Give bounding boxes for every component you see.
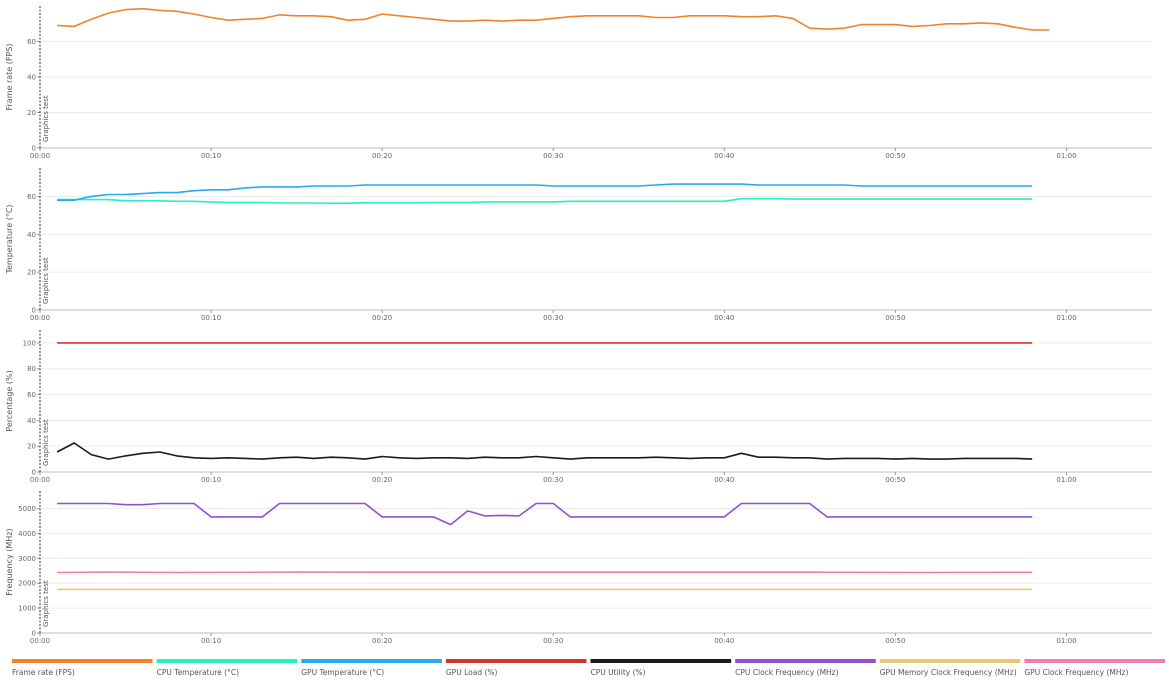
series-line-cpu-temperature-c xyxy=(57,199,1032,204)
legend-label: CPU Clock Frequency (MHz) xyxy=(735,668,838,677)
x-tick-label: 01:00 xyxy=(1056,314,1076,322)
y-tick-label: 1000 xyxy=(18,605,36,613)
legend-label: GPU Clock Frequency (MHz) xyxy=(1024,668,1128,677)
x-tick-label: 00:30 xyxy=(543,152,563,160)
legend-swatch[interactable] xyxy=(446,659,587,663)
series-line-cpu-utility xyxy=(57,443,1032,459)
y-tick-label: 20 xyxy=(27,109,36,117)
graphics-test-label: Graphics test xyxy=(42,580,50,627)
legend-label: GPU Load (%) xyxy=(446,668,498,677)
legend-label: GPU Temperature (°C) xyxy=(301,668,384,677)
x-tick-label: 00:00 xyxy=(30,152,50,160)
y-tick-label: 40 xyxy=(27,417,36,425)
x-tick-label: 00:10 xyxy=(201,314,221,322)
x-tick-label: 00:20 xyxy=(372,314,392,322)
x-tick-label: 00:50 xyxy=(885,637,905,645)
series-line-cpu-clock-frequency-mhz xyxy=(57,504,1032,525)
x-tick-label: 00:50 xyxy=(885,152,905,160)
y-tick-label: 80 xyxy=(27,365,36,373)
x-tick-label: 00:50 xyxy=(885,476,905,484)
x-tick-label: 00:40 xyxy=(714,314,734,322)
y-tick-label: 5000 xyxy=(18,505,36,513)
y-tick-label: 20 xyxy=(27,443,36,451)
legend-swatch[interactable] xyxy=(301,659,442,663)
legend-swatch[interactable] xyxy=(735,659,876,663)
y-tick-label: 2000 xyxy=(18,580,36,588)
legend-label: Frame rate (FPS) xyxy=(12,668,75,677)
x-tick-label: 00:30 xyxy=(543,637,563,645)
x-tick-label: 00:40 xyxy=(714,637,734,645)
x-tick-label: 00:00 xyxy=(30,476,50,484)
x-tick-label: 00:20 xyxy=(372,152,392,160)
legend-label: CPU Temperature (°C) xyxy=(157,668,239,677)
legend-swatch[interactable] xyxy=(880,659,1021,663)
x-tick-label: 00:40 xyxy=(714,152,734,160)
series-line-frame-rate-fps xyxy=(57,9,1049,30)
legend: Frame rate (FPS) CPU Temperature (°C) GPU … xyxy=(12,659,1165,677)
x-tick-label: 01:00 xyxy=(1056,476,1076,484)
legend-swatch[interactable] xyxy=(591,659,732,663)
y-tick-label: 60 xyxy=(27,38,36,46)
legend-swatch[interactable] xyxy=(12,659,153,663)
y-tick-label: 40 xyxy=(27,231,36,239)
x-tick-label: 01:00 xyxy=(1056,637,1076,645)
x-tick-label: 00:30 xyxy=(543,476,563,484)
x-tick-label: 00:10 xyxy=(201,476,221,484)
graphics-test-label: Graphics test xyxy=(42,419,50,466)
legend-swatch[interactable] xyxy=(157,659,298,663)
x-tick-label: 00:40 xyxy=(714,476,734,484)
legend-swatch[interactable] xyxy=(1024,659,1165,663)
y-tick-label: 20 xyxy=(27,269,36,277)
legend-label: CPU Utility (%) xyxy=(591,668,646,677)
y-tick-label: 4000 xyxy=(18,530,36,538)
x-tick-label: 00:20 xyxy=(372,637,392,645)
y-tick-label: 60 xyxy=(27,391,36,399)
x-tick-label: 00:50 xyxy=(885,314,905,322)
graphics-test-label: Graphics test xyxy=(42,95,50,142)
x-tick-label: 00:10 xyxy=(201,637,221,645)
y-axis-title: Frame rate (FPS) xyxy=(5,43,14,110)
x-tick-label: 00:10 xyxy=(201,152,221,160)
x-tick-label: 01:00 xyxy=(1056,152,1076,160)
x-tick-label: 00:30 xyxy=(543,314,563,322)
y-tick-label: 60 xyxy=(27,193,36,201)
y-tick-label: 100 xyxy=(23,339,36,347)
y-axis-title: Temperature (°C) xyxy=(5,204,14,274)
y-tick-label: 3000 xyxy=(18,555,36,563)
legend-label: GPU Memory Clock Frequency (MHz) xyxy=(880,668,1017,677)
y-tick-label: 40 xyxy=(27,74,36,82)
y-axis-title: Percentage (%) xyxy=(5,370,14,431)
graphics-test-label: Graphics test xyxy=(42,257,50,304)
x-tick-label: 00:00 xyxy=(30,637,50,645)
series-line-gpu-temperature-c xyxy=(57,184,1032,200)
x-tick-label: 00:00 xyxy=(30,314,50,322)
y-axis-title: Frequency (MHz) xyxy=(5,528,14,595)
x-tick-label: 00:20 xyxy=(372,476,392,484)
